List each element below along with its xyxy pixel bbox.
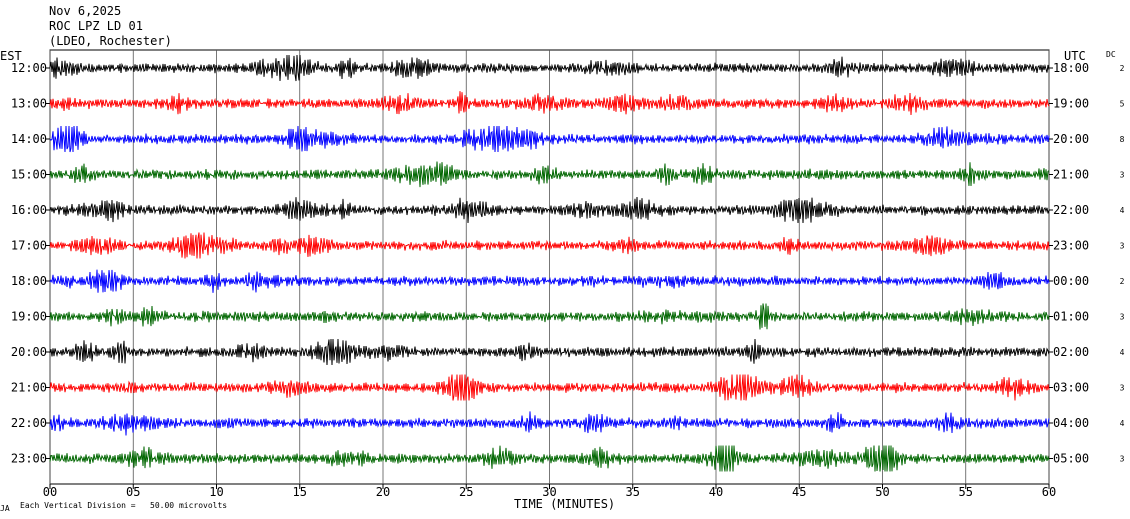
x-tick-label: 20 (376, 485, 390, 499)
utc-hour-label: 05:00 (1053, 452, 1089, 466)
est-hour-label: 20:00 (11, 345, 47, 359)
est-hour-label: 15:00 (11, 168, 47, 182)
est-axis-title: EST (0, 49, 22, 63)
est-hour-label: 16:00 (11, 203, 47, 217)
seismic-trace (49, 232, 1050, 259)
seismic-trace (49, 91, 1050, 116)
scale-note: Each Vertical Division = 50.00 microvolt… (20, 501, 228, 510)
est-hour-label: 23:00 (11, 452, 47, 466)
utc-hour-label: 18:00 (1053, 61, 1089, 75)
utc-hour-label: 02:00 (1053, 345, 1089, 359)
x-axis-title: TIME (MINUTES) (514, 497, 616, 511)
est-hour-label: 12:00 (11, 61, 47, 75)
x-tick-label: 60 (1042, 485, 1056, 499)
utc-axis-title: UTC (1064, 49, 1086, 63)
dc-offset-label: 3 (1120, 313, 1125, 322)
station-label: ROC LPZ LD 01 (49, 19, 143, 33)
utc-hour-label: 04:00 (1053, 416, 1089, 430)
x-tick-label: 45 (792, 485, 806, 499)
dc-offset-label: 3 (1120, 384, 1125, 393)
dc-offset-label: 4 (1120, 206, 1125, 215)
dc-offset-label: 2 (1120, 64, 1125, 73)
utc-hour-label: 03:00 (1053, 381, 1089, 395)
seismic-trace (49, 374, 1050, 401)
dc-offset-label: 4 (1120, 348, 1125, 357)
x-tick-label: 35 (626, 485, 640, 499)
chart-traces (49, 54, 1050, 472)
dc-offset-label: 2 (1120, 277, 1125, 286)
x-tick-label: 40 (709, 485, 723, 499)
x-tick-label: 15 (293, 485, 307, 499)
x-tick-label: 25 (459, 485, 473, 499)
est-hour-label: 17:00 (11, 239, 47, 253)
corner-mark: JA (0, 504, 10, 513)
utc-hour-label: 00:00 (1053, 274, 1089, 288)
dc-offset-label: 3 (1120, 242, 1125, 251)
seismic-trace (49, 54, 1050, 82)
utc-hour-label: 23:00 (1053, 239, 1089, 253)
seismic-trace (49, 303, 1050, 330)
dc-offset-label: 5 (1120, 100, 1125, 109)
utc-hour-label: 20:00 (1053, 132, 1089, 146)
chart-grid (46, 49, 1053, 489)
dc-offset-label: 8 (1120, 135, 1125, 144)
seismic-trace (49, 445, 1050, 472)
est-hour-label: 21:00 (11, 381, 47, 395)
seismic-trace (49, 411, 1050, 436)
x-tick-label: 55 (959, 485, 973, 499)
seismic-trace (49, 269, 1050, 293)
est-hour-label: 22:00 (11, 416, 47, 430)
seismic-trace (49, 125, 1050, 153)
x-tick-label: 10 (209, 485, 223, 499)
dc-column-title: DC (1106, 50, 1116, 59)
network-label: (LDEO, Rochester) (49, 34, 172, 48)
utc-hour-label: 01:00 (1053, 310, 1089, 324)
dc-offset-label: 4 (1120, 419, 1125, 428)
utc-hour-label: 22:00 (1053, 203, 1089, 217)
dc-offset-label: 3 (1120, 171, 1125, 180)
x-tick-label: 30 (542, 485, 556, 499)
utc-hour-label: 19:00 (1053, 97, 1089, 111)
seismic-trace (49, 338, 1050, 366)
seismic-trace (49, 161, 1050, 188)
utc-hour-label: 21:00 (1053, 168, 1089, 182)
seismic-trace (49, 196, 1050, 224)
est-hour-label: 19:00 (11, 310, 47, 324)
date-label: Nov 6,2025 (49, 4, 122, 18)
est-hour-label: 18:00 (11, 274, 47, 288)
x-tick-label: 05 (126, 485, 140, 499)
x-tick-label: 00 (43, 485, 57, 499)
est-hour-label: 14:00 (11, 132, 47, 146)
est-hour-label: 13:00 (11, 97, 47, 111)
dc-offset-label: 3 (1120, 455, 1125, 464)
x-tick-label: 50 (875, 485, 889, 499)
